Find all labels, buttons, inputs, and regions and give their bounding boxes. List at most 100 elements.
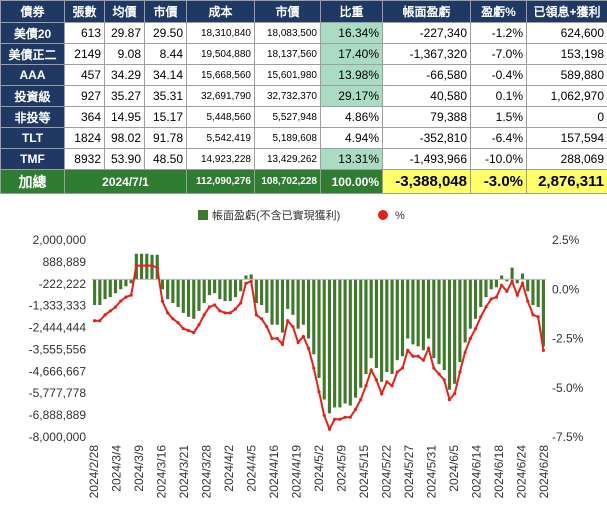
pnl-bar [280, 279, 285, 333]
pct-point [364, 384, 368, 388]
row-price: 34.14 [144, 64, 187, 86]
row-pnl-pct: 1.5% [470, 106, 527, 128]
total-label: 加總 [0, 169, 65, 194]
right-tick-label: 2.5% [552, 233, 580, 247]
row-price: 8.44 [144, 43, 187, 65]
pct-point [426, 346, 431, 350]
pct-point [207, 305, 212, 309]
right-tick-label: 0.0% [552, 282, 580, 296]
pnl-bar [494, 279, 498, 288]
pnl-bar [312, 279, 316, 355]
header-cell: 張數 [64, 0, 105, 23]
pct-line-series [93, 264, 545, 432]
total-date: 2024/7/1 [64, 169, 187, 194]
row-name: TMF [0, 148, 65, 170]
pnl-bar [369, 279, 373, 359]
row-qty: 2149 [64, 43, 105, 65]
pct-point [181, 327, 185, 331]
pct-point [510, 279, 514, 283]
right-tick-label: -5.0% [552, 381, 584, 395]
x-tick-label: 2024/6/28 [537, 445, 551, 499]
row-price: 15.17 [144, 106, 187, 128]
left-tick-label: -1,333,333 [29, 299, 87, 313]
pnl-bar [385, 279, 389, 372]
row-price: 35.31 [144, 85, 187, 107]
pnl-bar [489, 279, 493, 290]
pnl-bar [390, 279, 394, 374]
pnl-bar [348, 279, 352, 406]
left-tick-label: -2,444,444 [29, 321, 87, 335]
pnl-bar [160, 279, 165, 290]
pct-point [312, 366, 316, 370]
row-qty: 457 [64, 64, 105, 86]
pnl-bar [98, 279, 102, 306]
pnl-bar [500, 275, 504, 280]
pnl-bar [202, 279, 206, 304]
row-name: 投資級 [0, 85, 65, 107]
pnl-bar [359, 279, 363, 388]
pct-point [536, 315, 540, 319]
x-tick-label: 2024/3/9 [132, 445, 146, 492]
pnl-bar [171, 279, 175, 304]
pnl-bar [416, 279, 420, 347]
pct-point [280, 342, 285, 347]
pnl-bar [254, 279, 258, 304]
x-tick-label: 2024/4/5 [245, 445, 259, 492]
row-avg-price: 98.02 [104, 127, 145, 149]
row-dividends: 624,600 [526, 22, 607, 44]
row-dividends: 589,880 [526, 64, 607, 86]
pnl-bar [213, 279, 217, 294]
row-dividends: 0 [526, 106, 607, 128]
row-pnl: -1,493,966 [382, 148, 471, 170]
pct-point [103, 313, 107, 317]
pnl-bar [427, 279, 431, 339]
pnl-bar [108, 279, 112, 298]
pnl-bar [244, 275, 248, 280]
row-price: 48.50 [144, 148, 187, 170]
pnl-bar [93, 279, 97, 306]
row-weight: 17.40% [320, 43, 383, 65]
pnl-bar [317, 279, 321, 378]
left-axis-ticks: 2,000,000 888,889 -222,222 -1,333,333 -2,444… [29, 233, 87, 444]
pnl-bar [510, 267, 514, 280]
table-row: 美債正二 2149 9.08 8.44 19,504,880 18,137,560 17.4… [0, 43, 607, 65]
pct-point [239, 301, 243, 305]
pnl-bar [197, 279, 201, 311]
x-tick-label: 2024/4/16 [267, 445, 281, 499]
total-market-value: 108,702,228 [254, 169, 321, 194]
pnl-bar [531, 279, 535, 306]
row-price: 91.78 [144, 127, 187, 149]
pct-point [500, 283, 504, 287]
row-pnl: 40,580 [382, 85, 471, 107]
pnl-chart: 帳面盈虧(不含已實現獲利) % 2,000,000 888,889 -222,222… [29, 208, 584, 499]
pnl-bar [333, 279, 337, 408]
pnl-bar [432, 279, 436, 359]
pnl-bar [306, 279, 311, 339]
header-cell: 比重 [320, 0, 383, 23]
pnl-bar [411, 279, 415, 345]
row-market-value: 13,429,262 [254, 148, 321, 170]
x-tick-label: 2024/5/15 [357, 445, 371, 499]
left-tick-label: -8,000,000 [29, 430, 87, 444]
pct-point [113, 305, 118, 309]
pct-point [244, 281, 248, 285]
pct-point [218, 309, 222, 313]
pnl-bar [395, 279, 399, 361]
pnl-bar [249, 274, 253, 280]
row-pnl-pct: 0.1% [470, 85, 527, 107]
row-name: 美債正二 [0, 43, 65, 65]
row-pnl-pct: -10.0% [470, 148, 527, 170]
row-pnl-pct: -7.0% [470, 43, 527, 65]
pct-point [453, 392, 457, 396]
pct-point [171, 317, 175, 321]
pct-point [275, 336, 279, 341]
pnl-bar [484, 279, 488, 298]
pct-point [233, 307, 238, 311]
row-cost: 19,504,880 [186, 43, 255, 65]
pct-point [489, 297, 493, 301]
row-dividends: 1,062,970 [526, 85, 607, 107]
left-tick-label: -222,222 [39, 277, 87, 291]
row-pnl: -352,810 [382, 127, 471, 149]
left-tick-label: -6,888,889 [29, 408, 87, 422]
legend-bar-swatch [198, 210, 208, 220]
